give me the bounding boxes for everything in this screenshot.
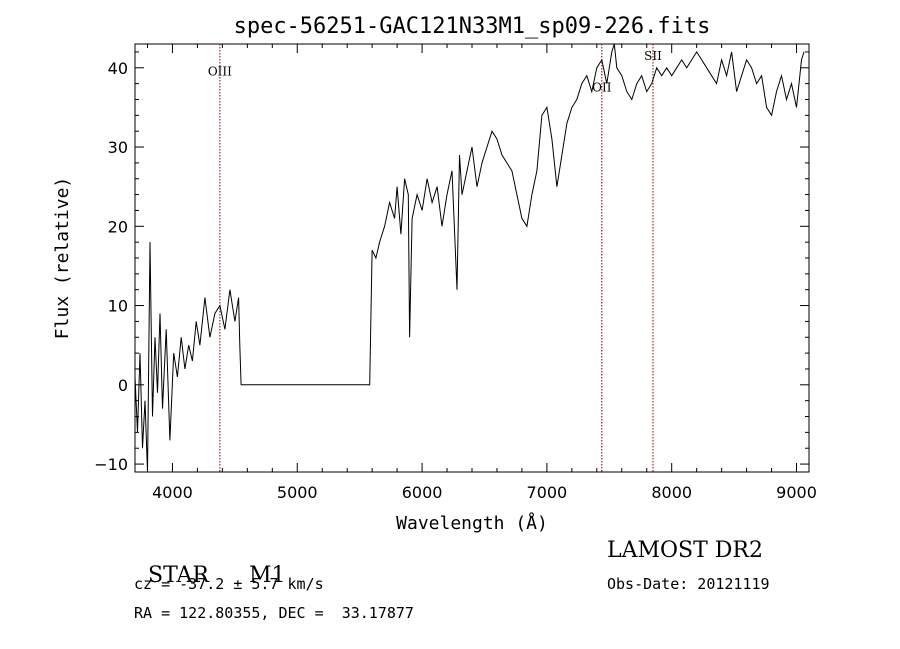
y-tick-label: 20: [108, 217, 128, 236]
x-tick-label: 6000: [402, 483, 443, 502]
redshift-text: cz = -37.2 ± 5.7 km/s: [134, 575, 324, 593]
object-class: STAR M1: [134, 538, 286, 588]
chart-title: spec-56251-GAC121N33M1_sp09-226.fits: [234, 14, 711, 39]
survey-name: LAMOST DR2: [607, 538, 763, 563]
x-tick-label: 4000: [152, 483, 193, 502]
spectrum-line: [134, 43, 805, 473]
y-tick-label: 0: [118, 376, 128, 395]
spectral-line-label: OIII: [208, 65, 232, 79]
obs-date-text: Obs-Date: 20121119: [607, 575, 770, 593]
object-subclass: M1: [249, 563, 286, 588]
coordinates-text: RA = 122.80355, DEC = 33.17877: [134, 604, 414, 622]
axis-ticks: 4000 5000 6000 7000 8000 9000 −10 0 10 20 30 40: [94, 44, 817, 502]
y-tick-label: 10: [108, 297, 128, 316]
y-tick-label: 40: [108, 59, 128, 78]
object-type: STAR: [148, 563, 209, 588]
x-tick-label: 8000: [651, 483, 692, 502]
y-tick-label: −10: [94, 455, 128, 474]
x-axis-label: Wavelength (Å): [396, 512, 548, 534]
spectral-line-label: OII: [592, 81, 612, 95]
spectral-line-label: SII: [644, 49, 662, 63]
plot-frame: [134, 43, 810, 473]
y-tick-label: 30: [108, 138, 128, 157]
x-tick-label: 9000: [776, 483, 817, 502]
x-tick-label: 5000: [277, 483, 318, 502]
x-tick-label: 7000: [527, 483, 568, 502]
y-axis-label: Flux (relative): [52, 177, 73, 340]
spectral-line-markers: OIII OII SII: [208, 44, 662, 472]
